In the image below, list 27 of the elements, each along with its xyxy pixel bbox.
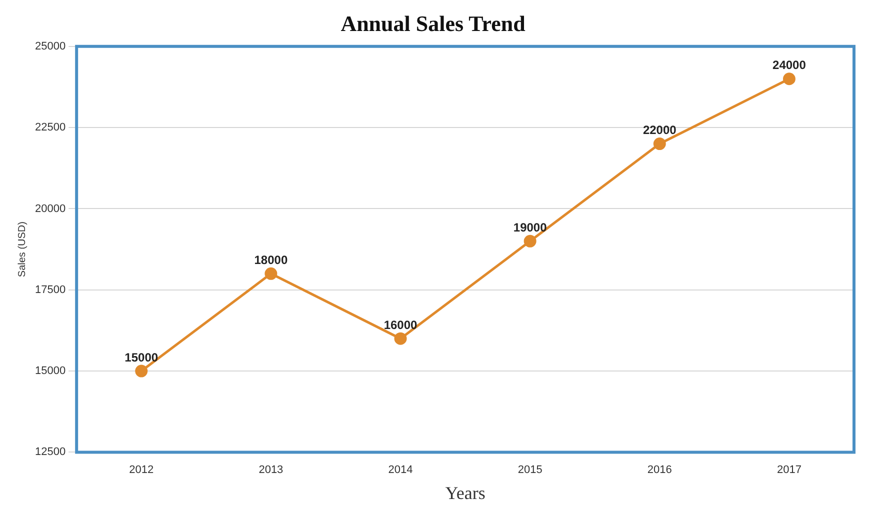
y-tick-label: 17500 [34,284,66,296]
y-tick-label: 22500 [34,122,66,134]
point [653,138,666,150]
y-tick-label: 12500 [34,446,66,458]
data-label: 15000 [124,350,158,364]
x-tick-label: 2014 [388,464,413,476]
x-tick-label: 2012 [129,464,154,476]
y-tick-label: 20000 [34,202,66,215]
point [264,267,278,280]
data-label: 19000 [513,220,548,234]
x-tick-label: 2015 [518,464,542,476]
data-label: 18000 [254,252,288,267]
data-label: 22000 [642,123,677,138]
point [782,72,796,86]
x-tick-label: 2013 [258,464,284,476]
y-tick-label: 25000 [34,40,66,52]
y-axis-title: Sales (USD) [16,222,28,278]
point [394,332,407,345]
chart-title: Annual Sales Trend [340,10,526,36]
point [524,234,536,248]
point [135,364,148,378]
x-axis-title: Years [445,482,486,503]
data-label: 24000 [772,58,806,72]
x-tick-label: 2017 [776,464,802,476]
y-tick-label: 15000 [34,365,66,378]
data-label: 16000 [384,318,418,332]
x-tick-label: 2016 [647,464,672,476]
